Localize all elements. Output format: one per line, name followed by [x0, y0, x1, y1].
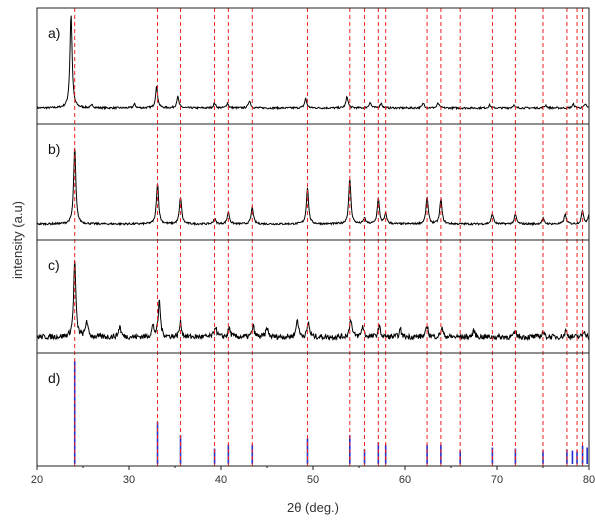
pattern-2-line	[36, 148, 590, 227]
x-tick-label-1: 20	[31, 474, 43, 486]
panel-4-label: d)	[48, 370, 60, 386]
x-tick-label-5: 60	[399, 474, 411, 486]
x-axis: 20 30 40 50 60 70 80	[31, 466, 595, 486]
panel-4-frame	[36, 352, 590, 467]
guide-lines-layer	[74, 8, 590, 466]
x-tick-label-7: 80	[583, 474, 595, 486]
pattern-3-line	[36, 260, 590, 342]
panel-2	[36, 148, 590, 227]
panel-4	[73, 361, 588, 464]
x-tick-label-6: 70	[491, 474, 503, 486]
x-tick-label-4: 50	[307, 474, 319, 486]
panel-3-frame	[36, 239, 590, 354]
panel-1-frame	[36, 7, 590, 125]
y-axis-label: intensity (a.u)	[10, 201, 25, 279]
panel-1-label: a)	[48, 25, 60, 41]
pattern-1-line	[36, 15, 590, 111]
panel-frames-layer	[36, 7, 590, 467]
x-tick-label-2: 30	[123, 474, 135, 486]
panel-3-label: c)	[48, 257, 60, 273]
panel-3	[36, 260, 590, 342]
panel-labels-layer: a) b) c) d)	[48, 25, 60, 386]
x-axis-label: 2θ (deg.)	[287, 500, 339, 515]
panel-2-label: b)	[48, 141, 60, 157]
x-tick-label-3: 40	[215, 474, 227, 486]
panel-1	[36, 15, 590, 111]
